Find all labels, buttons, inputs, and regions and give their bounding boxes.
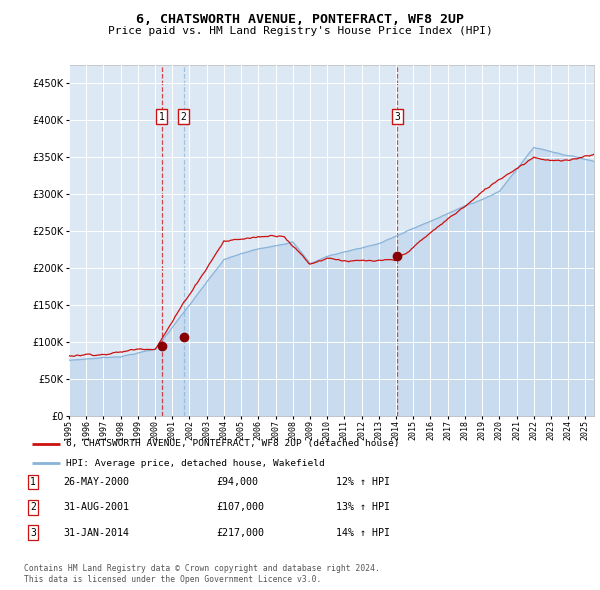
Text: 13% ↑ HPI: 13% ↑ HPI	[336, 503, 390, 512]
Text: This data is licensed under the Open Government Licence v3.0.: This data is licensed under the Open Gov…	[24, 575, 322, 584]
Text: £107,000: £107,000	[216, 503, 264, 512]
Text: 3: 3	[394, 112, 400, 122]
Text: 2: 2	[181, 112, 187, 122]
Text: 1: 1	[30, 477, 36, 487]
Text: £217,000: £217,000	[216, 528, 264, 537]
Text: 6, CHATSWORTH AVENUE, PONTEFRACT, WF8 2UP (detached house): 6, CHATSWORTH AVENUE, PONTEFRACT, WF8 2U…	[65, 440, 399, 448]
Text: 31-AUG-2001: 31-AUG-2001	[63, 503, 129, 512]
Text: 12% ↑ HPI: 12% ↑ HPI	[336, 477, 390, 487]
Text: 1: 1	[158, 112, 164, 122]
Text: 31-JAN-2014: 31-JAN-2014	[63, 528, 129, 537]
Text: £94,000: £94,000	[216, 477, 258, 487]
Text: 2: 2	[30, 503, 36, 512]
Text: Contains HM Land Registry data © Crown copyright and database right 2024.: Contains HM Land Registry data © Crown c…	[24, 565, 380, 573]
Text: Price paid vs. HM Land Registry's House Price Index (HPI): Price paid vs. HM Land Registry's House …	[107, 26, 493, 36]
Text: 3: 3	[30, 528, 36, 537]
Text: 6, CHATSWORTH AVENUE, PONTEFRACT, WF8 2UP: 6, CHATSWORTH AVENUE, PONTEFRACT, WF8 2U…	[136, 13, 464, 26]
Text: 26-MAY-2000: 26-MAY-2000	[63, 477, 129, 487]
Text: HPI: Average price, detached house, Wakefield: HPI: Average price, detached house, Wake…	[65, 459, 325, 468]
Text: 14% ↑ HPI: 14% ↑ HPI	[336, 528, 390, 537]
